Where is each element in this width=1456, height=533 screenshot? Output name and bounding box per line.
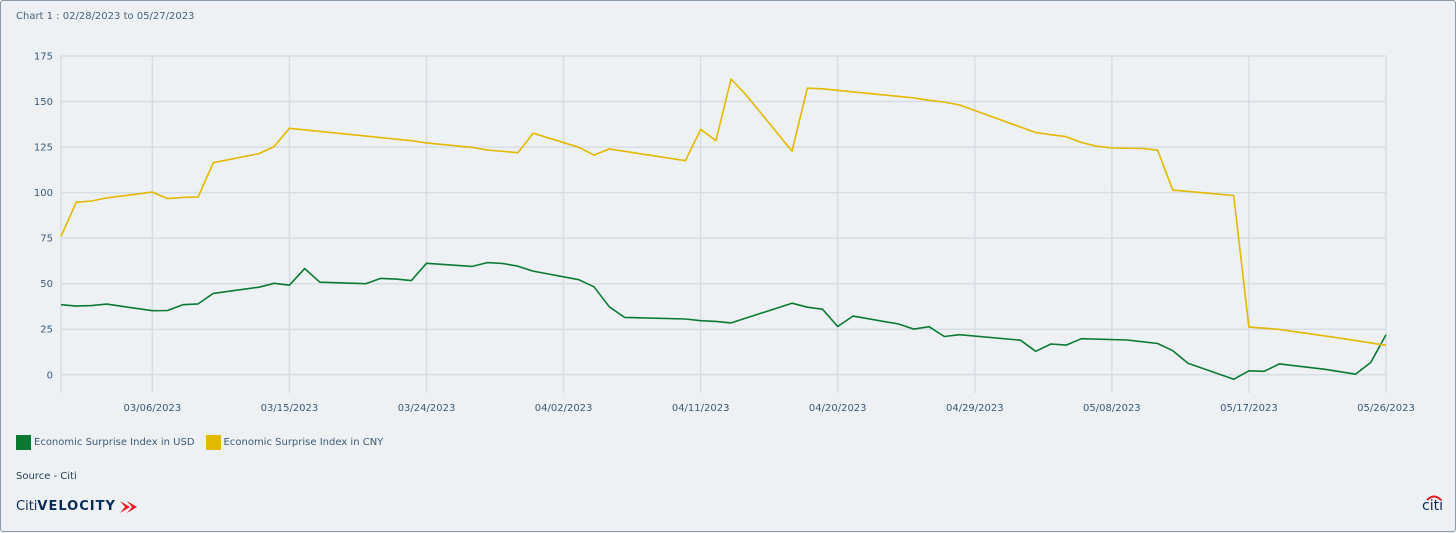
x-tick-label: 04/29/2023 (946, 403, 1004, 414)
y-tick-label: 150 (34, 97, 53, 108)
citi-logo-text: citi (1422, 498, 1443, 514)
legend-item-cny[interactable]: Economic Surprise Index in CNY (205, 435, 384, 450)
chart-title: Chart 1 : 02/28/2023 to 05/27/2023 (16, 11, 195, 22)
x-tick-label: 04/20/2023 (809, 403, 867, 414)
series-line-cny (60, 78, 1387, 347)
citi-arc-icon (1426, 495, 1442, 501)
x-tick-label: 03/06/2023 (124, 403, 182, 414)
y-tick-label: 75 (40, 234, 53, 245)
brand-text-velocity: VELOCITY (37, 499, 116, 514)
legend-swatch-usd (16, 435, 31, 450)
series-line-usd (60, 261, 1387, 381)
x-tick-label: 05/08/2023 (1083, 403, 1141, 414)
legend-label-usd: Economic Surprise Index in USD (34, 437, 195, 448)
x-tick-label: 04/02/2023 (535, 403, 593, 414)
y-tick-label: 175 (34, 52, 53, 63)
legend-swatch-cny (205, 435, 221, 450)
x-tick-label: 05/26/2023 (1357, 403, 1415, 414)
y-tick-label: 25 (40, 325, 53, 336)
x-tick-label: 03/15/2023 (261, 403, 319, 414)
y-tick-label: 100 (34, 188, 53, 199)
chart-legend: Economic Surprise Index in USD Economic … (16, 435, 394, 450)
x-tick-label: 03/24/2023 (398, 403, 456, 414)
x-tick-label: 05/17/2023 (1220, 403, 1278, 414)
citi-velocity-logo: Citi VELOCITY (16, 499, 140, 514)
citi-logo: citi (1422, 495, 1443, 514)
brand-text-citi: Citi (16, 499, 38, 514)
source-note: Source - Citi (16, 471, 77, 482)
y-tick-label: 50 (40, 279, 53, 290)
chevron-logo-icon (119, 500, 137, 513)
y-tick-label: 125 (34, 143, 53, 154)
legend-item-usd[interactable]: Economic Surprise Index in USD (16, 435, 195, 450)
legend-label-cny: Economic Surprise Index in CNY (223, 437, 384, 448)
x-tick-label: 04/11/2023 (672, 403, 730, 414)
y-tick-label: 0 (47, 370, 53, 381)
